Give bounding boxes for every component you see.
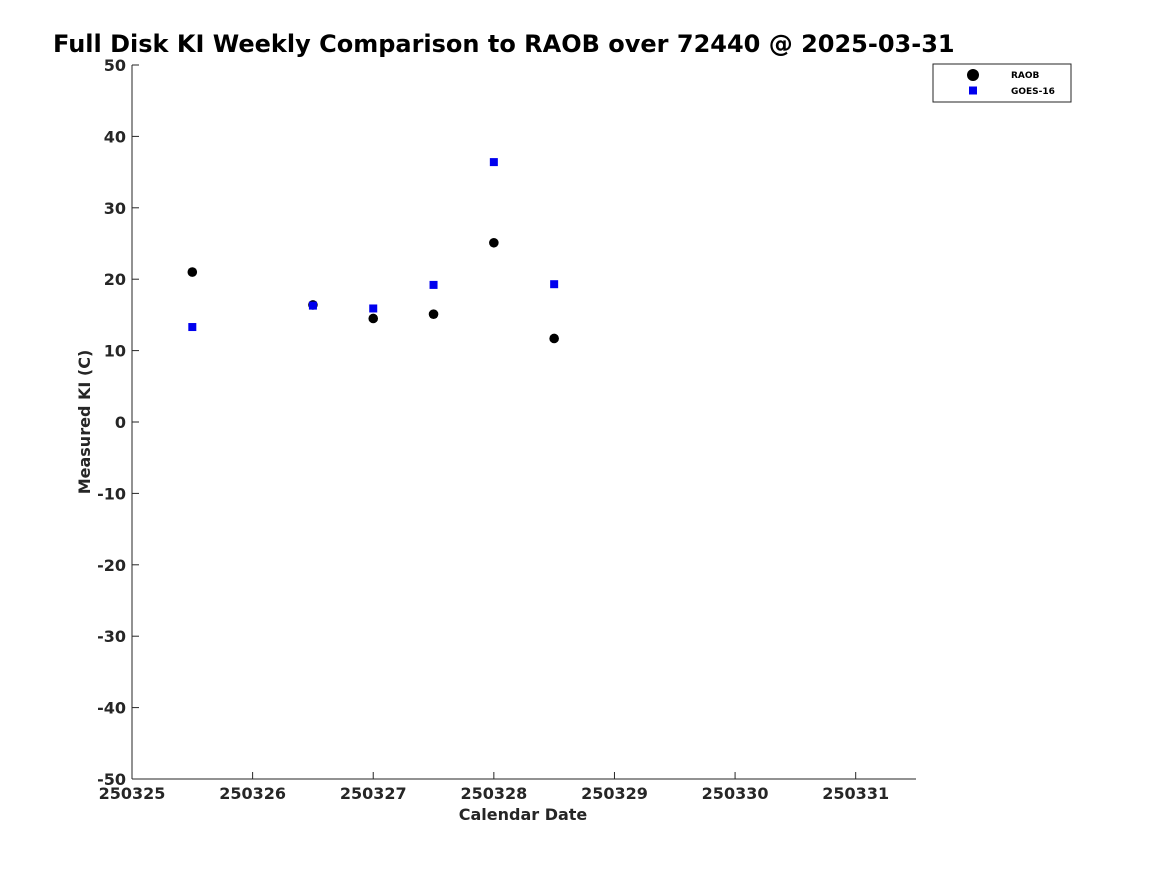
point-goes-16 [188, 323, 197, 332]
y-tick-label: 0 [115, 413, 126, 432]
y-tick-label: -30 [97, 627, 126, 646]
y-tick-label: 20 [104, 270, 126, 289]
point-raob [428, 309, 439, 319]
y-tick-label: -40 [97, 699, 126, 718]
x-tick-label: 250326 [219, 784, 286, 803]
y-axis-label: Measured KI (C) [75, 350, 94, 495]
y-tick-label: -10 [97, 484, 126, 503]
y-axis-ticks: -50 -40 -30 -20 -10 0 10 20 30 40 50 [97, 56, 139, 789]
y-tick-label: 30 [104, 199, 126, 218]
legend-marker-goes [969, 86, 977, 95]
x-axis-label: Calendar Date [459, 805, 588, 824]
y-tick-label: 40 [104, 127, 126, 146]
y-tick-label: -20 [97, 556, 126, 575]
x-tick-label: 250331 [822, 784, 889, 803]
y-tick-label: 50 [104, 56, 126, 75]
x-tick-label: 250325 [99, 784, 166, 803]
x-tick-label: 250328 [460, 784, 527, 803]
point-raob [549, 333, 559, 344]
point-goes-16 [429, 280, 438, 289]
point-goes-16 [550, 280, 559, 289]
y-tick-label: 10 [104, 342, 126, 361]
point-goes-16 [489, 158, 498, 167]
legend: RAOB GOES-16 [932, 63, 1072, 103]
point-raob [368, 313, 379, 324]
legend-label-goes: GOES-16 [1011, 87, 1055, 97]
legend-marker-raob [967, 69, 979, 81]
point-raob [187, 267, 198, 277]
legend-label-raob: RAOB [1011, 71, 1040, 81]
x-axis-ticks: 250325 250326 250327 250328 250329 250330 2503… [99, 772, 889, 803]
point-raob [489, 237, 499, 248]
x-tick-label: 250327 [340, 784, 407, 803]
y-tick-label: -50 [97, 770, 126, 789]
x-tick-label: 250330 [702, 784, 769, 803]
x-tick-label: 250329 [581, 784, 648, 803]
point-goes-16 [308, 301, 317, 310]
legend-box [932, 63, 1072, 103]
chart-title: Full Disk KI Weekly Comparison to RAOB o… [53, 30, 955, 58]
data-points [187, 158, 559, 344]
point-goes-16 [369, 304, 378, 313]
